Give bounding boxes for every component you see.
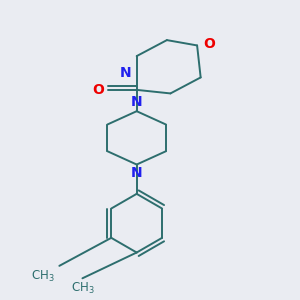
Text: N: N (131, 166, 142, 180)
Text: O: O (203, 37, 215, 51)
Text: O: O (92, 83, 104, 97)
Text: CH$_3$: CH$_3$ (70, 281, 94, 296)
Text: CH$_3$: CH$_3$ (31, 268, 55, 284)
Text: N: N (120, 66, 131, 80)
Text: N: N (131, 95, 142, 110)
